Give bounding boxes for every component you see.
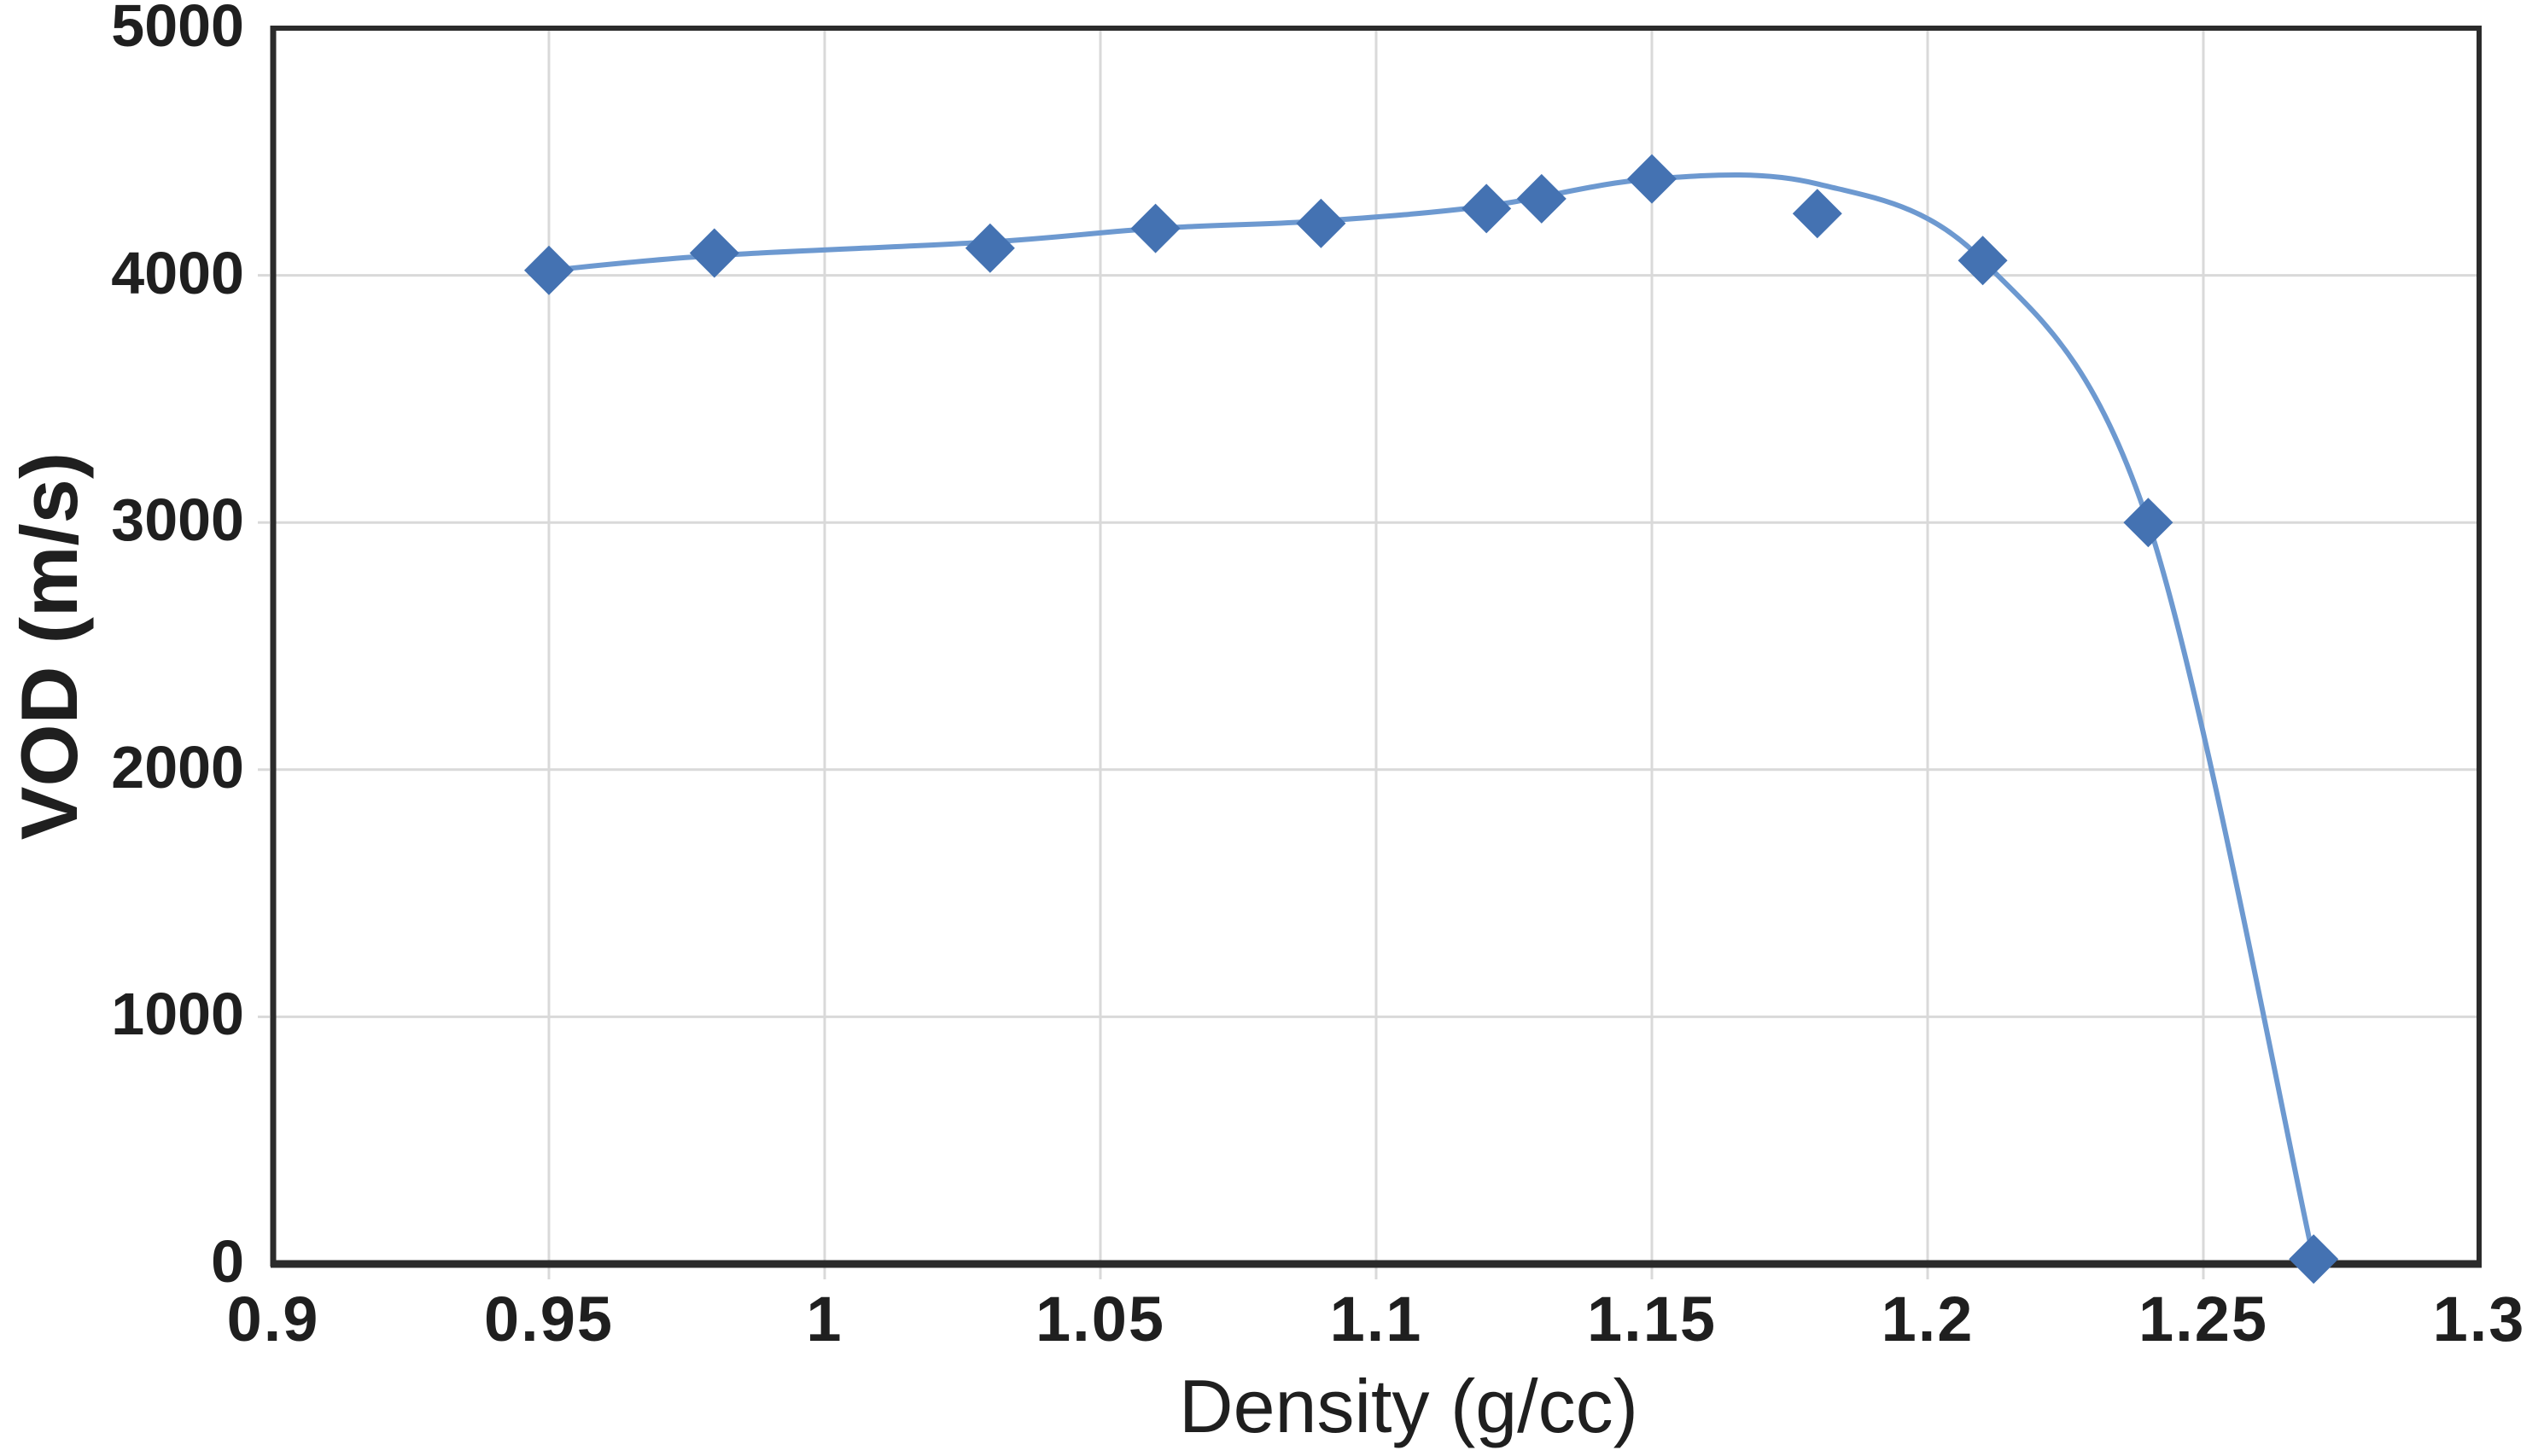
x-axis-title: Density (g/cc) [1179, 1364, 1638, 1448]
data-point-marker [1462, 183, 1512, 234]
data-point-marker [2123, 498, 2173, 548]
y-tick-label: 4000 [111, 239, 244, 306]
x-tick-label: 1.2 [1881, 1284, 1975, 1354]
smooth-fit-line [546, 172, 2317, 1262]
x-tick-label: 1.15 [1586, 1284, 1718, 1354]
y-tick-label: 2000 [111, 733, 244, 801]
data-point-marker [689, 228, 739, 278]
data-point-marker [1957, 236, 2008, 286]
plot-border [270, 26, 2482, 1268]
y-tick-label: 0 [211, 1227, 244, 1295]
x-tick-label: 1.05 [1035, 1284, 1166, 1354]
x-tick-label: 1 [806, 1284, 843, 1354]
x-tick-label: 1.25 [2138, 1284, 2269, 1354]
data-point-marker [2289, 1234, 2339, 1284]
data-point-marker [1627, 154, 1677, 204]
y-tick-label: 3000 [111, 486, 244, 553]
data-point-marker [1296, 198, 1346, 248]
y-tick-label: 5000 [111, 0, 244, 59]
vod-series-markers [524, 154, 2339, 1284]
data-point-marker [524, 245, 574, 295]
y-axis-title: VOD (m/s) [4, 451, 94, 841]
x-tick-label: 0.9 [226, 1284, 320, 1354]
x-tick-label: 1.3 [2432, 1284, 2526, 1354]
data-point-marker [1792, 189, 1842, 239]
vod-series-line [546, 172, 2317, 1262]
axis-tick-marks [258, 274, 2205, 1279]
x-tick-label: 1.1 [1329, 1284, 1423, 1354]
y-tick-label: 1000 [111, 981, 244, 1048]
data-point-marker [965, 223, 1015, 273]
x-tick-label: 0.95 [483, 1284, 615, 1354]
data-point-marker [1516, 173, 1567, 224]
gridlines [273, 28, 2479, 1264]
data-point-marker [1130, 203, 1181, 253]
